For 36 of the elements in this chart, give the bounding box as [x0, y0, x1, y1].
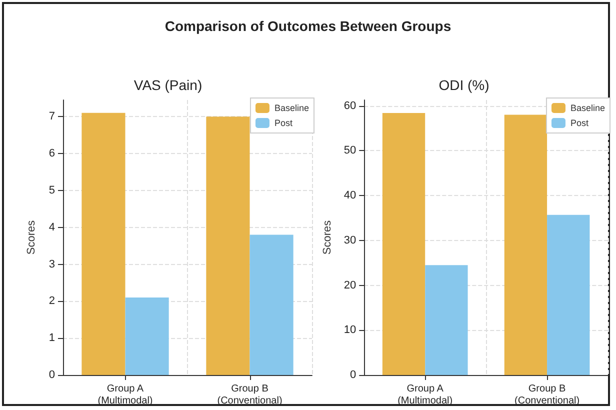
- y-axis-title: Scores: [26, 220, 38, 255]
- y-tick-label: 6: [48, 148, 55, 160]
- legend-label: Post: [570, 118, 589, 128]
- y-axis-title: Scores: [322, 220, 334, 255]
- y-tick-label: 2: [48, 295, 55, 308]
- y-tick-label: 60: [344, 100, 356, 112]
- bar: [250, 234, 294, 375]
- y-tick-label: 20: [344, 279, 356, 292]
- chart-title: ODI (%): [438, 77, 490, 93]
- bar: [382, 113, 426, 375]
- y-tick-label: 40: [344, 190, 356, 202]
- legend-label: Baseline: [274, 103, 310, 113]
- y-tick-label: 30: [344, 234, 356, 246]
- y-tick-label: 10: [344, 324, 356, 336]
- legend-label: Baseline: [570, 103, 606, 113]
- y-tick-label: 0: [350, 369, 356, 381]
- x-tick-label: Group B (Conventional): [514, 384, 580, 406]
- bar: [547, 214, 590, 375]
- x-tick-label: Group A (Multimodal): [398, 384, 453, 406]
- legend-label: Post: [274, 118, 293, 128]
- text: Comparison of Outcomes Between Groups: [164, 18, 452, 34]
- bar: [125, 297, 169, 375]
- bar: [206, 116, 250, 375]
- bar: [425, 265, 468, 375]
- bar: [504, 114, 548, 375]
- y-tick-label: 50: [344, 144, 356, 157]
- y-tick-label: 0: [48, 369, 55, 381]
- y-tick-label: 7: [48, 110, 55, 123]
- bar: [82, 112, 126, 375]
- chart-title: VAS (Pain): [134, 77, 202, 93]
- x-tick-label: Group B (Conventional): [217, 384, 282, 406]
- y-tick-label: 3: [48, 258, 55, 270]
- x-tick-label: Group A (Multimodal): [98, 384, 153, 406]
- y-tick-label: 4: [48, 221, 55, 234]
- y-tick-label: 5: [48, 184, 55, 196]
- y-tick-label: 1: [48, 332, 55, 344]
